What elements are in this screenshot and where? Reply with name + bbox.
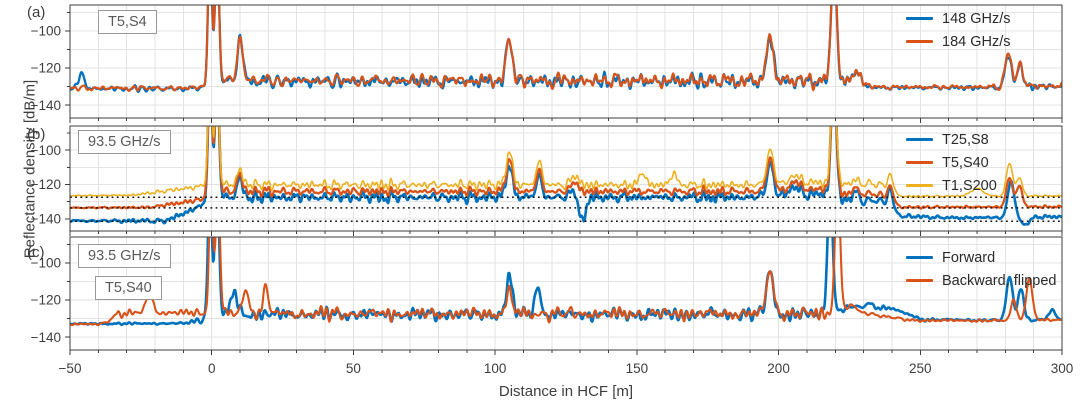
legend-item: 148 GHz/s [906, 7, 1011, 30]
panel-b: −100 −120 −140 [31, 125, 1063, 236]
legend-label: Forward [942, 249, 996, 266]
series-line-Forward [70, 237, 1062, 327]
axes-box [69, 236, 1063, 351]
series-line-T1-S200 [70, 126, 1062, 199]
legend-panel-a: 148 GHz/s 184 GHz/s [906, 7, 1011, 53]
legend-line-swatch [906, 138, 933, 141]
legend-label: 184 GHz/s [942, 33, 1011, 50]
y-tick-label: −140 [31, 98, 61, 113]
legend-item: 184 GHz/s [906, 30, 1011, 53]
legend-line-swatch [906, 184, 933, 187]
panel-c: −100 −120 −140 −50 0 50 100 150 200 250 300 [31, 236, 1074, 376]
panel-a: −100 −120 −140 [31, 4, 1063, 123]
axes-box [69, 125, 1063, 232]
y-tick-label: −100 [31, 24, 61, 39]
panel-tag-b: (b) [27, 126, 46, 143]
y-tick-label: −100 [31, 256, 61, 271]
series-group [70, 237, 1062, 327]
x-tick-label: 250 [909, 361, 932, 376]
legend-line-swatch [906, 40, 933, 43]
legend-label: 148 GHz/s [942, 10, 1011, 27]
legend-item: T5,S40 [906, 151, 997, 174]
series-group [70, 5, 1062, 94]
axes-box [69, 4, 1063, 119]
y-tick-label: −140 [31, 212, 61, 227]
y-tick-label: −120 [31, 293, 61, 308]
x-tick-label: 100 [484, 361, 507, 376]
x-tick-label: 50 [346, 361, 361, 376]
x-axis-label: Distance in HCF [m] [498, 383, 634, 400]
y-tick-label: −120 [31, 177, 61, 192]
series-line-184-GHz-s [70, 5, 1062, 92]
y-tick-label: −140 [31, 330, 61, 345]
annotation-box-c2: T5,S40 [95, 276, 162, 301]
panel-tag-a: (a) [27, 4, 46, 21]
legend-item: T1,S200 [906, 174, 997, 197]
legend-panel-b: T25,S8 T5,S40 T1,S200 [906, 128, 997, 197]
ticks [65, 132, 1063, 236]
legend-label: T1,S200 [942, 177, 997, 194]
x-tick-label: 200 [767, 361, 790, 376]
x-tick-label: −50 [59, 361, 82, 376]
legend-line-swatch [906, 256, 933, 259]
panel-tag-c: (c) [27, 244, 45, 261]
series-line-T5-S40 [70, 126, 1062, 210]
ticks [65, 243, 1063, 355]
legend-line-swatch [906, 17, 933, 20]
x-tick-label: 300 [1051, 361, 1074, 376]
y-tick-label: −100 [31, 143, 61, 158]
annotation-box-a: T5,S4 [98, 10, 157, 35]
ticks [65, 11, 1063, 123]
legend-item: Forward [906, 246, 1056, 269]
y-tick-label: −120 [31, 61, 61, 76]
series-line-T25-S8 [70, 126, 1062, 226]
legend-label: T25,S8 [942, 131, 989, 148]
legend-panel-c: Forward Backward, flipped [906, 246, 1056, 292]
series-line-Backward-flipped [70, 237, 1062, 327]
legend-item: T25,S8 [906, 128, 997, 151]
legend-item: Backward, flipped [906, 269, 1056, 292]
x-tick-label: 0 [208, 361, 216, 376]
legend-label: T5,S40 [942, 154, 989, 171]
legend-label: Backward, flipped [942, 272, 1057, 289]
legend-line-swatch [906, 279, 933, 282]
annotation-box-c1: 93.5 GHz/s [78, 244, 171, 269]
legend-line-swatch [906, 161, 933, 164]
series-group [70, 126, 1062, 226]
x-tick-label: 150 [626, 361, 649, 376]
annotation-box-b: 93.5 GHz/s [78, 130, 171, 155]
